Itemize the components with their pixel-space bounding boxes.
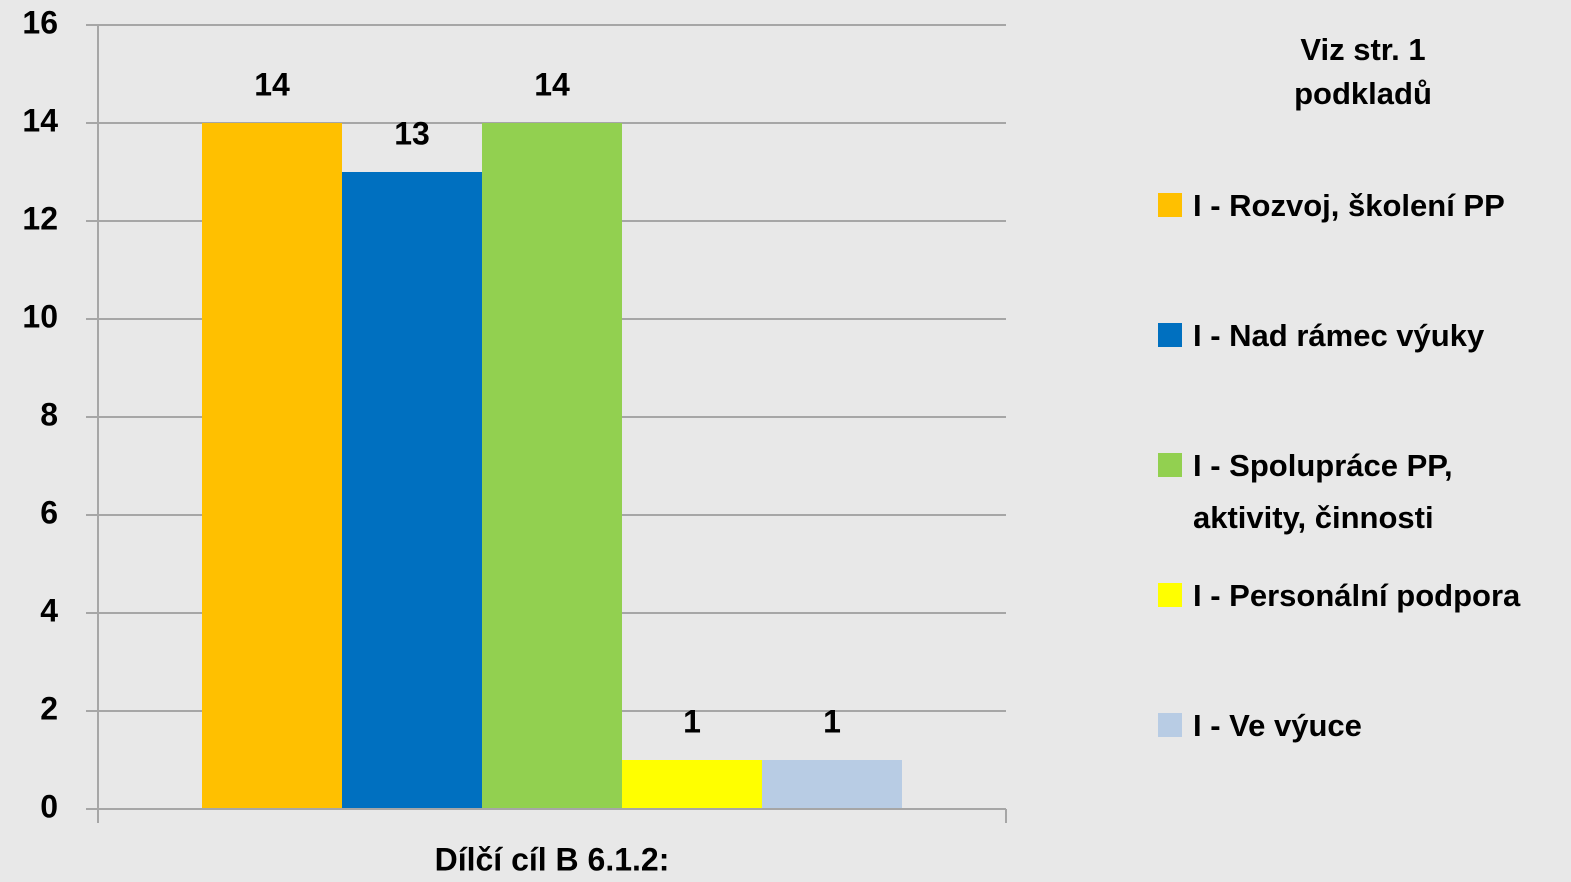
legend-label: I - Rozvoj, školení PP xyxy=(1193,188,1505,223)
legend-title: Viz str. 1 podkladů xyxy=(1294,32,1432,111)
legend-swatch xyxy=(1158,713,1182,737)
legend-item: I - Spolupráce PP, aktivity, činnosti xyxy=(1158,440,1568,544)
bar xyxy=(202,123,342,809)
y-tick-label: 12 xyxy=(22,200,58,236)
y-tick-label: 0 xyxy=(40,788,58,824)
bar xyxy=(622,760,762,809)
legend-swatch xyxy=(1158,323,1182,347)
legend-swatch xyxy=(1158,193,1182,217)
legend-item: I - Nad rámec výuky xyxy=(1158,310,1568,362)
y-tick-label: 2 xyxy=(40,690,58,726)
data-label: 1 xyxy=(683,703,701,739)
bar xyxy=(482,123,622,809)
legend-label: I - Spolupráce PP, aktivity, činnosti xyxy=(1193,448,1453,535)
y-tick-label: 8 xyxy=(40,396,58,432)
legend-item: I - Rozvoj, školení PP xyxy=(1158,180,1568,232)
y-tick-label: 4 xyxy=(40,592,58,628)
legend-item: I - Ve výuce xyxy=(1158,700,1568,752)
y-tick-label: 6 xyxy=(40,494,58,530)
legend-item: I - Personální podpora xyxy=(1158,570,1568,622)
data-label: 13 xyxy=(394,115,430,151)
bar xyxy=(342,172,482,809)
bar xyxy=(762,760,902,809)
legend-label: I - Ve výuce xyxy=(1193,708,1362,743)
legend-label: I - Personální podpora xyxy=(1193,578,1521,613)
legend-label: I - Nad rámec výuky xyxy=(1193,318,1485,353)
y-tick-label: 16 xyxy=(22,4,58,40)
legend-swatch xyxy=(1158,453,1182,477)
y-tick-label: 14 xyxy=(22,102,58,138)
x-tick-label: Dílčí cíl B 6.1.2: xyxy=(435,841,670,877)
legend-swatch xyxy=(1158,583,1182,607)
data-label: 1 xyxy=(823,703,841,739)
data-label: 14 xyxy=(254,66,290,102)
data-label: 14 xyxy=(534,66,570,102)
y-tick-label: 10 xyxy=(22,298,58,334)
